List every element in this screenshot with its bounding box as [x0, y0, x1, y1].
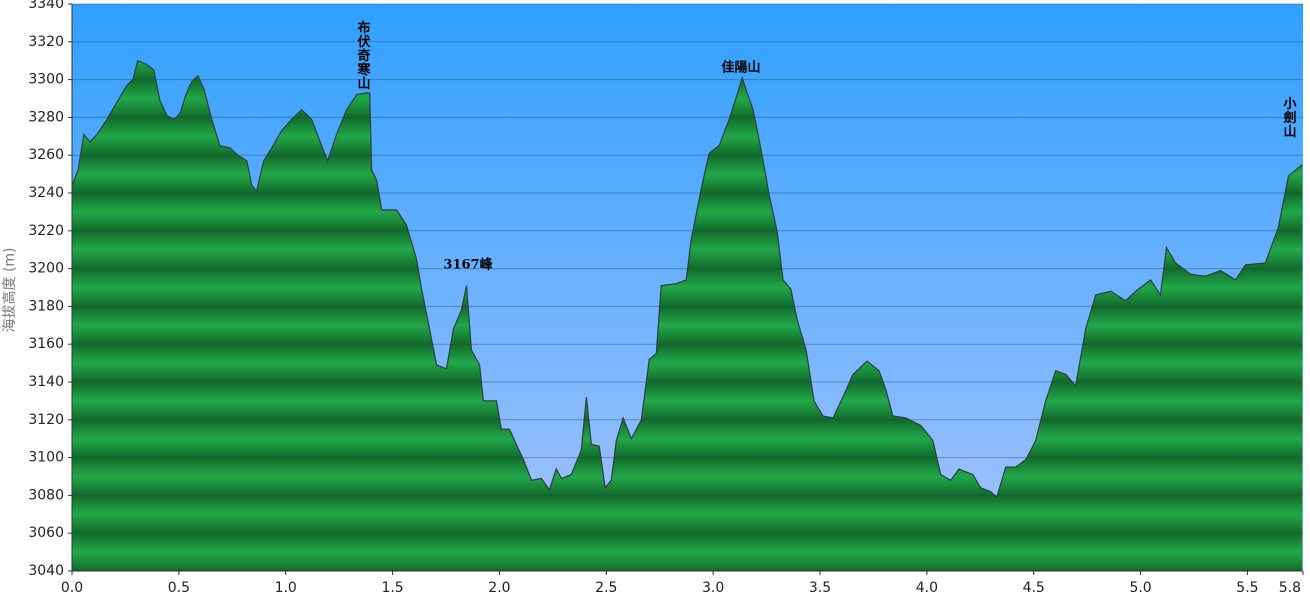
- x-tick-label: 0.5: [168, 580, 190, 596]
- annotation: 小劍山: [1283, 97, 1296, 140]
- y-tick-label: 3260: [28, 147, 64, 163]
- y-tick-label: 3300: [28, 72, 64, 88]
- y-tick-label: 3160: [28, 336, 64, 352]
- y-tick-label: 3180: [28, 298, 64, 314]
- y-tick-label: 3100: [28, 450, 64, 466]
- y-tick-label: 3120: [28, 412, 64, 428]
- y-tick-label: 3340: [28, 0, 64, 12]
- area-line: [71, 59, 1303, 499]
- y-tick-label: 3240: [28, 185, 64, 201]
- y-tick-label: 3080: [28, 487, 64, 503]
- y-axis-label: 海拔高度 (m): [1, 247, 18, 332]
- x-tick-label: 0.0: [61, 580, 83, 596]
- x-tick-label: 3.5: [809, 580, 831, 596]
- annotation: 布伏奇寒山: [356, 20, 371, 92]
- x-tick-label: 3.0: [702, 580, 724, 596]
- y-tick-label: 3220: [28, 223, 64, 239]
- x-tick-label: 5.5: [1236, 580, 1258, 596]
- y-tick-label: 3200: [28, 261, 64, 277]
- y-tick-label: 3040: [28, 563, 64, 579]
- x-tick-label: 4.0: [916, 580, 938, 596]
- annotation: 佳陽山: [721, 60, 760, 76]
- x-tick-label: 1.5: [381, 580, 403, 596]
- y-tick-label: 3060: [28, 525, 64, 541]
- area-fill: [72, 60, 1303, 571]
- x-tick-label: 1.0: [275, 580, 297, 596]
- x-tick-label: 5.8: [1279, 580, 1301, 596]
- x-tick-label: 2.0: [488, 580, 510, 596]
- y-tick-label: 3140: [28, 374, 64, 390]
- annotation: 3167峰: [443, 257, 493, 273]
- y-tick-label: 3280: [28, 109, 64, 125]
- x-tick-label: 5.0: [1129, 580, 1151, 596]
- x-tick-label: 4.5: [1023, 580, 1045, 596]
- y-tick-label: 3320: [28, 34, 64, 50]
- x-tick-label: 2.5: [595, 580, 617, 596]
